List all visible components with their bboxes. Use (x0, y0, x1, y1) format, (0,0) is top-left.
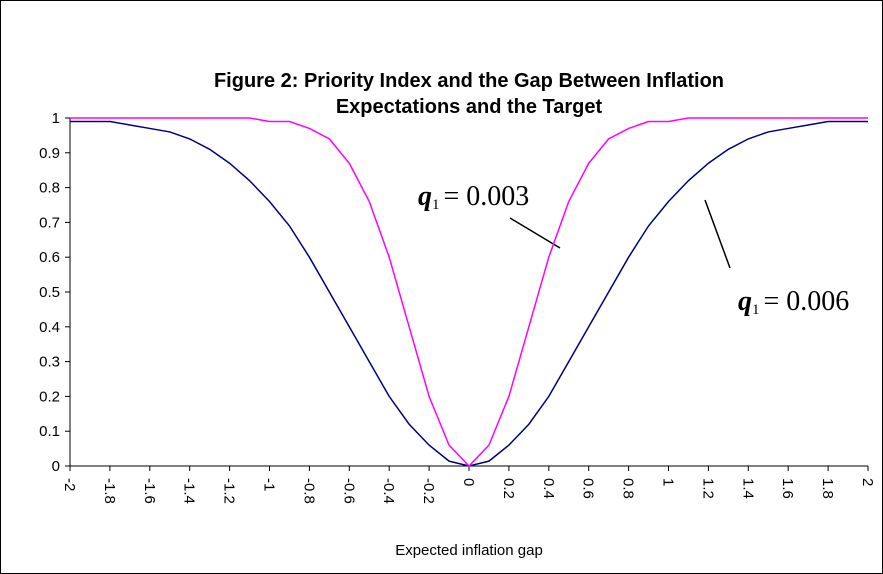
y-tick-label: 0.8 (39, 180, 60, 197)
x-tick-label: 1.6 (779, 478, 796, 499)
y-tick-label: 0.7 (39, 214, 60, 231)
annotation-symbol: q (738, 286, 752, 317)
x-tick-label: -0.4 (380, 478, 397, 504)
x-tick-label: 1.8 (819, 478, 836, 499)
leader-line (509, 217, 561, 249)
y-tick-label: 0.3 (39, 354, 60, 371)
x-tick-label: -0.8 (300, 478, 317, 504)
x-tick-label: -1.8 (101, 478, 118, 504)
x-tick-label: 0.2 (500, 478, 517, 499)
y-tick-label: 0.5 (39, 284, 60, 301)
y-tick-label: 0.6 (39, 249, 60, 266)
y-tick-label: 0.2 (39, 388, 60, 405)
y-tick-label: 1 (52, 110, 60, 127)
x-tick-label: -1.2 (221, 478, 238, 504)
annotation: q1 = 0.006 (738, 286, 849, 318)
y-tick-label: 0.1 (39, 423, 60, 440)
chart-title: Figure 2: Priority Index and the Gap Bet… (214, 70, 724, 92)
x-tick-label: -0.6 (340, 478, 357, 504)
x-tick-label: 0.6 (580, 478, 597, 499)
x-tick-label: -0.2 (420, 478, 437, 504)
annotation-subscript: 1 (432, 197, 440, 213)
annotation-symbol: q (418, 181, 432, 212)
x-tick-label: -1.4 (181, 478, 198, 504)
x-tick-label: 1.4 (739, 478, 756, 499)
y-tick-label: 0.4 (39, 319, 60, 336)
x-tick-label: -2 (61, 478, 78, 491)
y-tick-label: 0 (52, 458, 60, 475)
annotation-text: = 0.006 (764, 286, 850, 317)
x-tick-label: 0 (460, 478, 477, 486)
x-tick-label: 1.2 (699, 478, 716, 499)
annotation-subscript: 1 (752, 302, 760, 318)
annotation: q1 = 0.003 (418, 181, 529, 213)
leader-line (704, 199, 731, 269)
line-series (70, 117, 868, 468)
x-tick-label: 0.8 (620, 478, 637, 499)
x-tick-label: -1 (261, 478, 278, 491)
x-axis-label: Expected inflation gap (395, 542, 543, 559)
chart-title: Expectations and the Target (336, 96, 603, 118)
annotation-text: = 0.003 (444, 181, 530, 212)
x-tick-label: 2 (859, 478, 876, 486)
x-tick-label: 0.4 (540, 478, 557, 499)
y-tick-label: 0.9 (39, 145, 60, 162)
x-tick-label: -1.6 (141, 478, 158, 504)
x-tick-label: 1 (660, 478, 677, 486)
